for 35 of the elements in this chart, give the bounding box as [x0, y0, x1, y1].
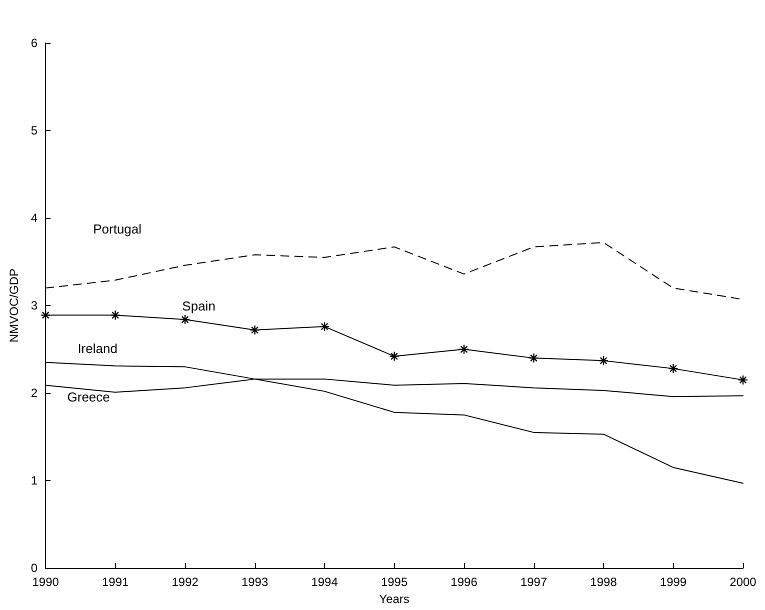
y-tick-label: 3	[30, 298, 38, 313]
point	[389, 351, 400, 362]
series-label: Spain	[182, 298, 216, 314]
y-tick-label: 5	[30, 124, 38, 138]
text: Portugal	[93, 222, 142, 237]
point	[110, 310, 120, 320]
x-tick-label: 1994	[311, 575, 338, 590]
point	[458, 344, 470, 354]
x-tick-label: 1999	[660, 575, 687, 590]
x-tick-label: 1993	[241, 575, 268, 590]
x-tick-label: 1995	[380, 575, 408, 590]
y-tick-label: 1	[30, 474, 38, 488]
x-tick-label: 1997	[520, 575, 548, 590]
x-tick-label: 1991	[102, 575, 129, 590]
point	[668, 363, 678, 374]
point	[250, 324, 260, 336]
point	[598, 356, 609, 366]
point	[180, 314, 190, 325]
series-label: Ireland	[78, 340, 118, 356]
y-tick-label: 6	[30, 36, 38, 50]
x-tick-label: 1998	[590, 575, 618, 590]
x-axis-title: Years	[379, 592, 410, 606]
point	[528, 352, 539, 364]
x-tick-label: 1990	[32, 575, 60, 590]
x-tick-label: 1992	[172, 575, 199, 590]
x-tick-label: 1996	[450, 575, 478, 590]
x-tick-label: 2000	[730, 575, 757, 590]
point	[319, 321, 330, 332]
point	[40, 310, 51, 320]
y-tick-label: 2	[30, 386, 38, 400]
y-axis-title: NMVOC/GDP	[7, 268, 21, 343]
y-tick-label: 4	[30, 211, 38, 226]
series-label: Greece	[67, 390, 110, 405]
y-tick-label: 0	[30, 561, 38, 576]
point	[738, 374, 748, 386]
